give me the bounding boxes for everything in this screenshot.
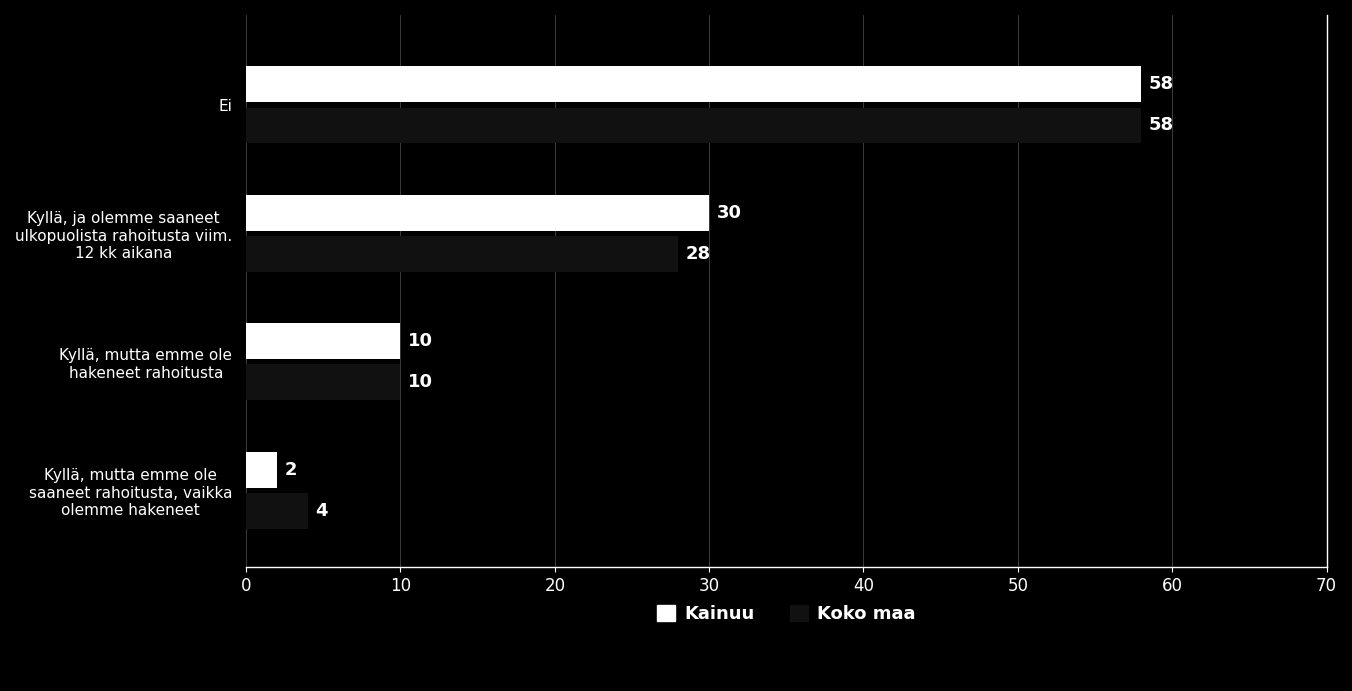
Bar <box>246 493 308 529</box>
Bar <box>246 323 400 359</box>
Bar <box>246 364 400 401</box>
Bar <box>246 195 710 231</box>
Text: 28: 28 <box>685 245 711 263</box>
Text: 10: 10 <box>408 332 433 350</box>
Bar <box>246 108 1141 144</box>
Bar <box>246 452 277 488</box>
Legend: Kainuu, Koko maa: Kainuu, Koko maa <box>649 598 923 630</box>
Text: 58: 58 <box>1149 117 1174 135</box>
Text: 10: 10 <box>408 373 433 392</box>
Bar <box>246 66 1141 102</box>
Bar <box>246 236 679 272</box>
Text: 58: 58 <box>1149 75 1174 93</box>
Text: 4: 4 <box>315 502 329 520</box>
Text: 2: 2 <box>285 461 297 479</box>
Text: 30: 30 <box>717 204 742 222</box>
